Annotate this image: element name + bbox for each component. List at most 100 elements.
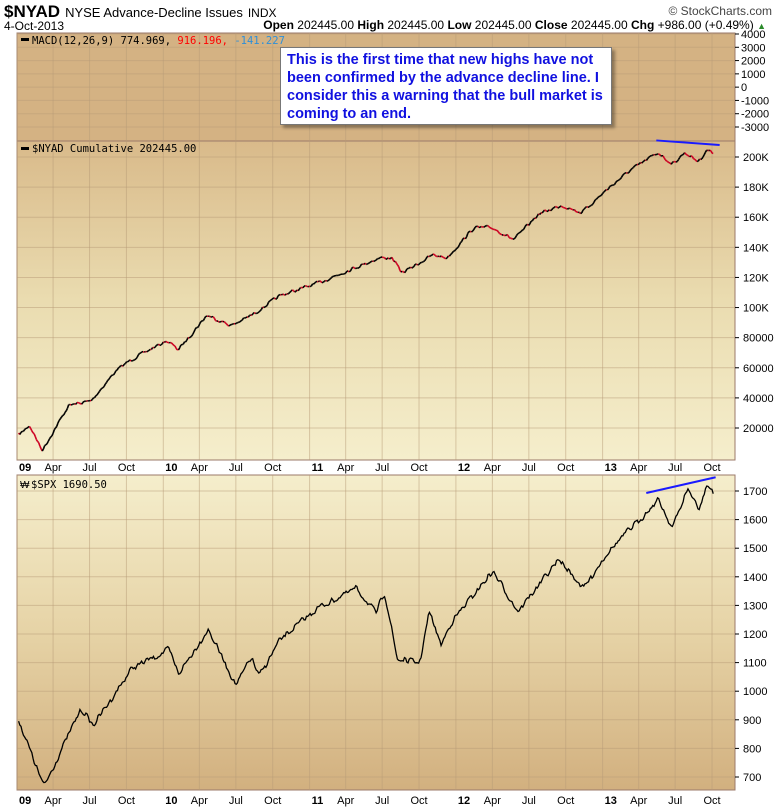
nyad-segment bbox=[263, 306, 266, 309]
nyad-segment bbox=[425, 256, 428, 260]
y-tick-label: 0 bbox=[741, 82, 747, 94]
nyad-segment bbox=[397, 266, 401, 271]
nyad-segment bbox=[671, 160, 675, 164]
nyad-segment bbox=[65, 407, 69, 412]
y-tick-label: 4000 bbox=[741, 29, 765, 41]
nyad-segment bbox=[52, 429, 56, 434]
nyad-segment bbox=[359, 263, 363, 267]
nyad-segment bbox=[392, 259, 395, 262]
nyad-segment bbox=[679, 155, 682, 158]
nyad-segment bbox=[50, 435, 53, 438]
nyad-segment bbox=[383, 257, 387, 260]
nyad-segment bbox=[704, 150, 708, 153]
y-tick-label: 1200 bbox=[743, 629, 767, 641]
nyad-segment bbox=[197, 323, 201, 327]
nyad-segment bbox=[664, 159, 668, 162]
nyad-segment bbox=[378, 257, 381, 260]
nyad-segment bbox=[259, 308, 262, 312]
nyad-segment bbox=[541, 211, 544, 214]
nyad-segment bbox=[178, 344, 182, 349]
nyad-segment bbox=[394, 260, 398, 264]
nyad-segment bbox=[109, 375, 112, 378]
nyad-segment bbox=[676, 159, 680, 162]
nyad-segment bbox=[175, 348, 178, 351]
nyad-segment bbox=[121, 364, 124, 367]
nyad-segment bbox=[618, 178, 621, 181]
nyad-segment bbox=[666, 160, 669, 163]
nyad-segment bbox=[518, 231, 521, 234]
nyad-segment bbox=[188, 336, 191, 339]
nyad-segment bbox=[64, 410, 67, 413]
spx-trendline bbox=[646, 476, 716, 494]
nyad-segment bbox=[433, 253, 436, 257]
nyad-segment bbox=[127, 360, 130, 363]
nyad-segment bbox=[200, 320, 203, 323]
nyad-segment bbox=[203, 315, 207, 319]
nyad-segment bbox=[418, 262, 421, 266]
nyad-segment bbox=[641, 161, 644, 164]
nyad-segment bbox=[295, 289, 298, 293]
nyad-segment bbox=[629, 169, 632, 172]
nyad-segment bbox=[681, 153, 685, 156]
nyad-segment bbox=[550, 209, 553, 212]
x-tick-label: Apr bbox=[191, 462, 208, 474]
nyad-segment bbox=[566, 207, 569, 210]
nyad-segment bbox=[628, 170, 631, 174]
nyad-segment bbox=[235, 322, 238, 325]
nyad-segment bbox=[97, 390, 101, 394]
nyad-segment bbox=[474, 225, 477, 228]
macd-value: MACD(12,26,9) 774.969, bbox=[32, 35, 177, 47]
nyad-segment bbox=[322, 280, 325, 283]
nyad-segment bbox=[431, 253, 434, 256]
low-label: Low bbox=[447, 18, 472, 32]
y-tick-label: 800 bbox=[743, 743, 761, 755]
nyad-segment bbox=[542, 209, 546, 213]
nyad-segment bbox=[685, 153, 688, 156]
nyad-segment bbox=[651, 153, 654, 157]
nyad-segment bbox=[35, 439, 39, 442]
x-tick-label: 12 bbox=[458, 795, 470, 807]
nyad-segment bbox=[31, 430, 34, 434]
nyad-segment bbox=[546, 210, 549, 213]
nyad-segment bbox=[213, 317, 217, 321]
nyad-segment bbox=[347, 270, 350, 273]
nyad-segment bbox=[552, 206, 555, 209]
nyad-segment bbox=[539, 212, 542, 216]
nyad-segment bbox=[494, 228, 497, 231]
nyad-segment bbox=[112, 372, 116, 376]
y-tick-label: 20000 bbox=[743, 423, 774, 435]
nyad-segment bbox=[134, 358, 137, 361]
exchange: INDX bbox=[247, 6, 277, 20]
y-tick-label: 60000 bbox=[743, 363, 774, 375]
y-tick-label: 1000 bbox=[743, 686, 767, 698]
nyad-segment bbox=[128, 359, 131, 362]
nyad-segment bbox=[34, 436, 38, 440]
nyad-segment bbox=[670, 162, 674, 165]
nyad-segment bbox=[165, 340, 168, 343]
nyad-segment bbox=[105, 380, 109, 383]
date: 4-Oct-2013 bbox=[4, 19, 65, 33]
nyad-segment bbox=[472, 228, 475, 232]
x-tick-label: Jul bbox=[668, 462, 682, 474]
nyad-segment bbox=[469, 230, 472, 233]
nyad-segment bbox=[634, 164, 637, 167]
nyad-segment bbox=[499, 232, 502, 235]
nyad-segment bbox=[193, 328, 196, 333]
nyad-segment bbox=[54, 426, 58, 429]
x-tick-label: 10 bbox=[165, 462, 177, 474]
nyad-segment bbox=[547, 209, 550, 212]
nyad-segment bbox=[391, 256, 394, 260]
nyad-segment bbox=[674, 160, 677, 163]
nyad-segment bbox=[517, 232, 520, 235]
nyad-segment bbox=[513, 237, 516, 240]
nyad-segment bbox=[265, 304, 268, 308]
close-label: Close bbox=[534, 18, 568, 32]
nyad-segment bbox=[297, 288, 301, 292]
nyad-segment bbox=[569, 207, 572, 210]
nyad-segment bbox=[103, 383, 107, 387]
nyad-segment bbox=[174, 345, 177, 349]
nyad-segment bbox=[591, 203, 594, 206]
nyad-segment bbox=[60, 415, 64, 418]
nyad-segment bbox=[515, 233, 519, 237]
nyad-segment bbox=[184, 339, 188, 343]
